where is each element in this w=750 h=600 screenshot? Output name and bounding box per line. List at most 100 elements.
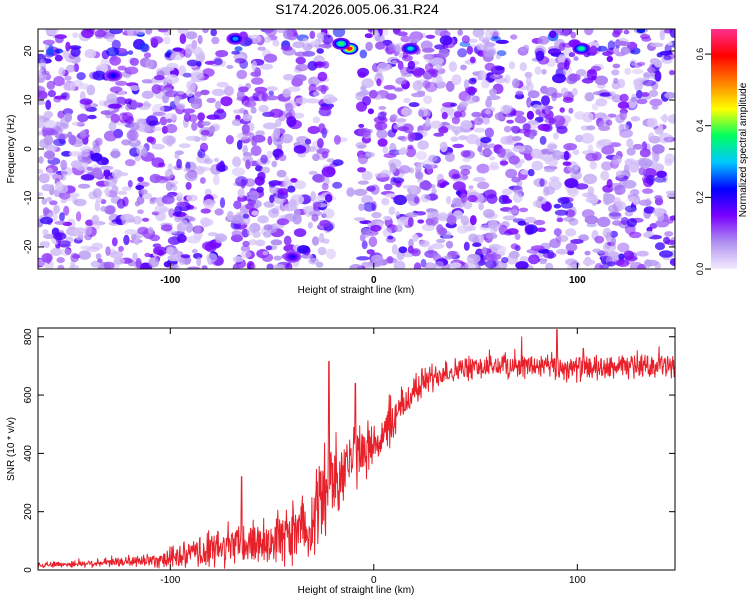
- heatmap-cell: [656, 52, 663, 58]
- heatmap-cell: [652, 207, 664, 218]
- heatmap-cell: [109, 29, 123, 35]
- heatmap-cell: [250, 264, 256, 269]
- heatmap-cell: [62, 81, 72, 92]
- heatmap-cell: [483, 208, 495, 218]
- y-tick-label: 800: [23, 328, 34, 345]
- heatmap-cell: [399, 66, 411, 75]
- heatmap-cell: [231, 50, 240, 55]
- heatmap-cell: [45, 196, 53, 202]
- heatmap-cell: [613, 77, 619, 84]
- heatmap-cell: [103, 261, 115, 269]
- heatmap-cell: [325, 193, 333, 203]
- heatmap-cell: [151, 157, 165, 168]
- heatmap-cell: [38, 169, 44, 174]
- heatmap-cell: [38, 118, 45, 129]
- heatmap-cell: [638, 158, 653, 169]
- heatmap-cell: [391, 60, 398, 65]
- heatmap-cell: [54, 48, 64, 54]
- heatmap-cell: [359, 49, 368, 59]
- heatmap-cell: [589, 45, 598, 56]
- heatmap-cell: [505, 254, 519, 265]
- heatmap-cell: [535, 227, 547, 233]
- heatmap-cell: [469, 56, 476, 64]
- heatmap-cell: [105, 246, 111, 256]
- heatmap-cell: [612, 220, 623, 226]
- heatmap-cell: [478, 70, 487, 81]
- heatmap-cell: [151, 84, 162, 95]
- heatmap-cell: [121, 139, 131, 146]
- heatmap-cell: [365, 41, 373, 52]
- heatmap-cell: [572, 149, 580, 156]
- heatmap-hotspot: [578, 46, 585, 51]
- heatmap-cell: [105, 186, 110, 197]
- heatmap-cell: [498, 245, 507, 254]
- heatmap-cell: [600, 170, 610, 181]
- heatmap-cell: [240, 245, 251, 252]
- heatmap-cell: [405, 212, 419, 218]
- heatmap-cell: [636, 29, 646, 34]
- heatmap-cell: [80, 149, 90, 158]
- heatmap-cell: [72, 254, 81, 259]
- heatmap-cell: [619, 128, 633, 138]
- heatmap-cell: [121, 214, 130, 226]
- heatmap-cell: [137, 189, 148, 195]
- heatmap-cell: [64, 75, 72, 81]
- heatmap-cell: [131, 233, 137, 241]
- heatmap-cell: [420, 193, 431, 203]
- heatmap-cell: [139, 42, 149, 53]
- heatmap-cell: [161, 194, 175, 205]
- heatmap-cell: [38, 192, 44, 197]
- heatmap-cell: [641, 36, 652, 42]
- heatmap-cell: [477, 146, 483, 152]
- heatmap-cell: [251, 210, 259, 216]
- heatmap-cell: [619, 41, 631, 47]
- heatmap-cell: [665, 190, 675, 195]
- heatmap-cell: [557, 54, 566, 65]
- heatmap-cell: [459, 101, 469, 108]
- heatmap-cell: [127, 180, 133, 188]
- heatmap-cell: [645, 259, 659, 267]
- heatmap-cell: [427, 211, 440, 217]
- heatmap-cell: [90, 152, 103, 162]
- heatmap-cell: [586, 125, 596, 131]
- heatmap-cell: [214, 208, 224, 216]
- heatmap-cell: [148, 120, 161, 126]
- heatmap-cell: [321, 166, 336, 178]
- heatmap-cell: [312, 91, 320, 97]
- heatmap-cell: [141, 79, 153, 84]
- heatmap-cell: [608, 211, 622, 220]
- heatmap-cell: [249, 190, 260, 201]
- heatmap-cell: [654, 195, 663, 200]
- heatmap-cell: [453, 111, 462, 118]
- heatmap-cell: [524, 222, 531, 233]
- heatmap-cell: [172, 184, 178, 192]
- heatmap-cell: [111, 169, 122, 179]
- heatmap-cell: [505, 168, 518, 179]
- heatmap-cell: [41, 70, 50, 75]
- heatmap-cell: [512, 185, 524, 195]
- heatmap-cell: [201, 265, 208, 269]
- heatmap-cell: [233, 200, 242, 210]
- heatmap-cell: [512, 145, 526, 153]
- y-tick-label: 0: [23, 567, 34, 573]
- heatmap-cell: [273, 264, 285, 269]
- heatmap-cell: [530, 148, 542, 159]
- y-tick-label: 20: [23, 45, 34, 57]
- heatmap-cell: [193, 46, 203, 58]
- heatmap-cell: [106, 47, 120, 57]
- heatmap-cell: [519, 62, 527, 72]
- heatmap-cell: [638, 167, 646, 176]
- heatmap-cell: [392, 177, 405, 184]
- heatmap-cell: [200, 89, 210, 96]
- heatmap-cell: [387, 129, 396, 138]
- heatmap-cell: [73, 79, 83, 88]
- heatmap-cell: [485, 98, 492, 108]
- heatmap-cell: [72, 32, 79, 39]
- heatmap-cell: [510, 110, 525, 117]
- heatmap-cell: [549, 176, 560, 181]
- heatmap-y-ticks: -20 -10 0 10 20: [23, 45, 675, 254]
- heatmap-cell: [473, 117, 484, 126]
- heatmap-cell: [39, 58, 47, 70]
- heatmap-cell: [317, 138, 324, 149]
